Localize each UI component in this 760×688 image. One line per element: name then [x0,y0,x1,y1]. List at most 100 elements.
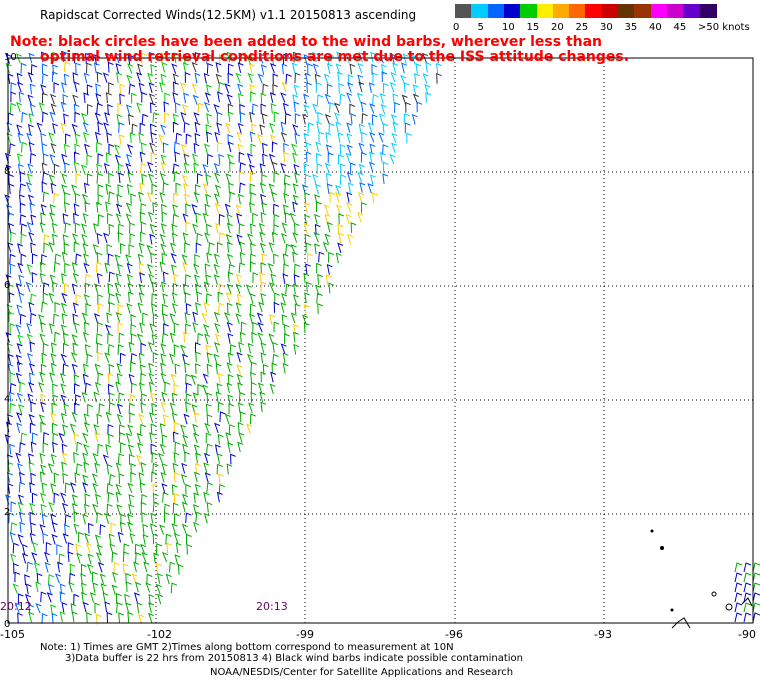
wind-barb [120,442,126,453]
wind-barb [125,213,132,224]
wind-barb [6,342,13,354]
wind-barb [227,111,234,123]
time-label: 20:13 [256,600,288,613]
wind-barb [74,133,81,144]
wind-barb [250,91,256,103]
wind-barb [63,283,70,294]
wind-barb [136,333,143,344]
wind-barb [205,124,212,135]
wind-barb [50,142,57,154]
wind-barb [107,423,114,435]
wind-barb [367,183,374,194]
wind-barb [96,273,103,284]
wind-barb [9,443,15,455]
wind-barb [182,434,189,445]
wind-barb [194,72,201,84]
wind-barb [316,163,323,175]
wind-barb [206,131,213,143]
wind-barb [271,362,278,374]
wind-barb [284,333,290,344]
wind-barb [94,534,101,546]
wind-barb [97,351,103,363]
wind-barb [61,153,68,165]
wind-barb [96,544,103,555]
wind-barb [173,171,181,183]
wind-barb [226,51,233,63]
wind-barb [40,132,47,144]
wind-barb [317,273,323,285]
legend-label: 10 [502,22,515,33]
wind-barb [96,413,103,425]
wind-barb [40,464,47,475]
wind-barb [92,482,99,494]
wind-barb [69,563,76,575]
wind-barb [292,183,299,194]
wind-barb [307,63,313,74]
wind-barb [42,342,49,354]
wind-barb [184,451,191,463]
wind-barb [94,54,100,66]
wind-barb [192,392,199,403]
wind-barb [29,341,36,353]
wind-barb [194,342,201,353]
wind-barb [415,63,422,74]
wind-barb [338,232,345,244]
wind-barb [44,562,51,573]
wind-barb [205,174,212,185]
wind-barb [27,123,34,135]
legend-swatch [585,4,603,18]
wind-barb [173,322,180,334]
legend-label: 35 [624,22,638,33]
wind-barb [227,72,234,84]
wind-barb [346,202,353,213]
wind-barb [335,121,342,133]
wind-barb [75,293,82,305]
wind-barb [160,471,167,483]
wind-barb [314,223,321,235]
wind-barb [107,283,114,294]
wind-barb [64,162,70,174]
wind-barb [146,191,153,203]
wind-barb [94,363,101,375]
wind-barb [137,442,144,454]
wind-barb [339,93,346,105]
wind-barb [16,343,23,354]
wind-barb [371,64,378,75]
wind-barb [53,163,60,175]
wind-barb [193,521,200,533]
wind-barb [337,71,343,83]
wind-barb [50,93,57,105]
wind-barb [185,512,192,524]
wind-barb [291,62,298,74]
wind-barb [227,271,234,283]
wind-barb [335,252,342,264]
wind-barb [305,151,312,163]
wind-barb [82,122,89,133]
island-outline [741,597,753,607]
wind-barb [304,192,310,203]
wind-barb [74,111,81,123]
wind-barb [171,264,177,276]
wind-barb [87,563,94,575]
wind-barb [227,352,234,364]
wind-barb [217,91,223,103]
wind-barb [31,272,38,283]
wind-barb [193,432,200,444]
wind-barb [182,104,189,115]
wind-barb [30,214,37,225]
wind-barb [282,352,289,364]
wind-barb [21,111,28,123]
wind-barb [325,172,332,184]
wind-barb [312,103,319,114]
wind-barb [50,604,57,615]
wind-barb [106,611,113,623]
wind-barb [139,382,145,394]
wind-barb [70,603,77,614]
wind-barb [63,143,70,155]
wind-barb [307,122,314,134]
wind-barb [40,401,47,413]
island-dot [660,546,664,550]
wind-barb [19,202,26,214]
wind-barb [196,291,203,303]
wind-barb [174,554,181,565]
